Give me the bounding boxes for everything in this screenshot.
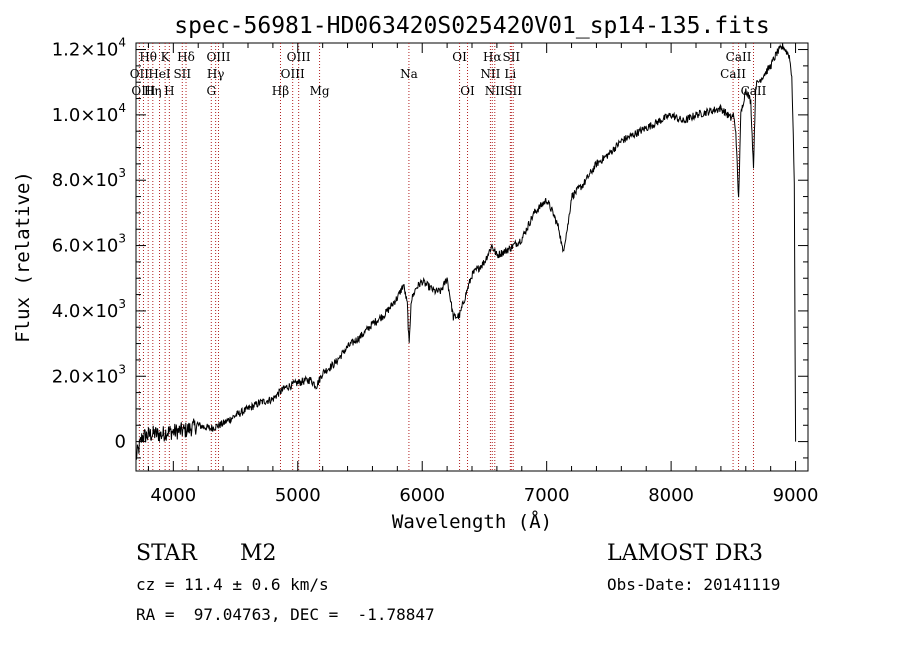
spectral-line-label: SII xyxy=(504,84,522,98)
x-tick-label: 8000 xyxy=(648,485,694,506)
spectral-line-label: OIII xyxy=(131,84,155,98)
spectral-line-label: OIII xyxy=(206,50,230,64)
object-subclass-label: M2 xyxy=(240,541,277,566)
spectral-line-label: CaII xyxy=(726,50,752,64)
spectral-line-labels: Hθ OII OIII K HeI Hη H Hδ SII OIII Hγ G Hβ OIII OIII Mg… xyxy=(130,50,767,98)
x-tick-label: 6000 xyxy=(399,485,445,506)
x-axis-label: Wavelength (Å) xyxy=(392,510,552,533)
obs-date-text: Obs-Date: 20141119 xyxy=(607,575,780,594)
survey-label: LAMOST DR3 xyxy=(607,541,763,566)
coordinates-text: RA = 97.04763, DEC = -1.78847 xyxy=(136,605,435,624)
plot-frame xyxy=(135,42,809,472)
x-tick-label: 4000 xyxy=(150,485,196,506)
spectral-line-label: OIII xyxy=(287,50,311,64)
spectral-line-label: OI xyxy=(452,50,467,64)
spectral-line-label: OII xyxy=(130,67,150,81)
y-tick-label: 2.0×103 xyxy=(52,362,126,387)
spectral-line-label: OI xyxy=(460,84,475,98)
spectral-line-label: Hα xyxy=(483,50,502,64)
spectral-line-label: Hδ xyxy=(177,50,195,64)
y-tick-label: 0 xyxy=(115,432,126,453)
spectral-line-label: SII xyxy=(502,50,520,64)
y-tick-label: 1.2×104 xyxy=(52,36,126,61)
spectral-line-label: NII xyxy=(485,84,505,98)
spectral-line-label: G xyxy=(206,84,216,98)
spectral-line-markers xyxy=(138,43,754,471)
spectral-line-label: HeI xyxy=(148,67,171,81)
spectrum-series-line xyxy=(135,43,797,460)
object-class-label: STAR xyxy=(136,541,198,566)
x-tick-label: 7000 xyxy=(524,485,570,506)
spectral-line-label: Hβ xyxy=(272,84,289,98)
spectral-line-label: NII xyxy=(480,67,500,81)
spectral-line-label: OIII xyxy=(281,67,305,81)
spectral-line-label: H xyxy=(164,84,174,98)
spectral-line-label: CaII xyxy=(720,67,746,81)
spectral-line-label: K xyxy=(161,50,171,64)
spectral-line-label: Na xyxy=(400,67,418,81)
x-tick-label: 5000 xyxy=(275,485,321,506)
redshift-text: cz = 11.4 ± 0.6 km/s xyxy=(136,575,329,594)
x-axis-ticks: 4000 5000 6000 7000 8000 9000 xyxy=(147,43,819,506)
chart-title: spec-56981-HD063420S025420V01_sp14-135.f… xyxy=(174,13,769,39)
y-tick-label: 4.0×103 xyxy=(52,297,126,322)
spectral-line-label: Li xyxy=(504,67,516,81)
spectral-line-label: Hη xyxy=(144,84,162,98)
spectral-line-label: Hγ xyxy=(207,67,225,81)
y-axis-ticks: 0 2.0×103 4.0×103 6.0×103 8.0×103 1.0×104 1.2×… xyxy=(52,36,808,459)
y-tick-label: 1.0×104 xyxy=(52,101,126,126)
x-tick-label: 9000 xyxy=(773,485,819,506)
y-axis-label: Flux (relative) xyxy=(12,171,34,343)
spectral-line-label: Hθ xyxy=(139,50,157,64)
spectral-line-label: Mg xyxy=(310,84,330,98)
spectral-line-label: SII xyxy=(173,67,191,81)
y-tick-label: 6.0×103 xyxy=(52,232,126,257)
y-tick-label: 8.0×103 xyxy=(52,166,126,191)
